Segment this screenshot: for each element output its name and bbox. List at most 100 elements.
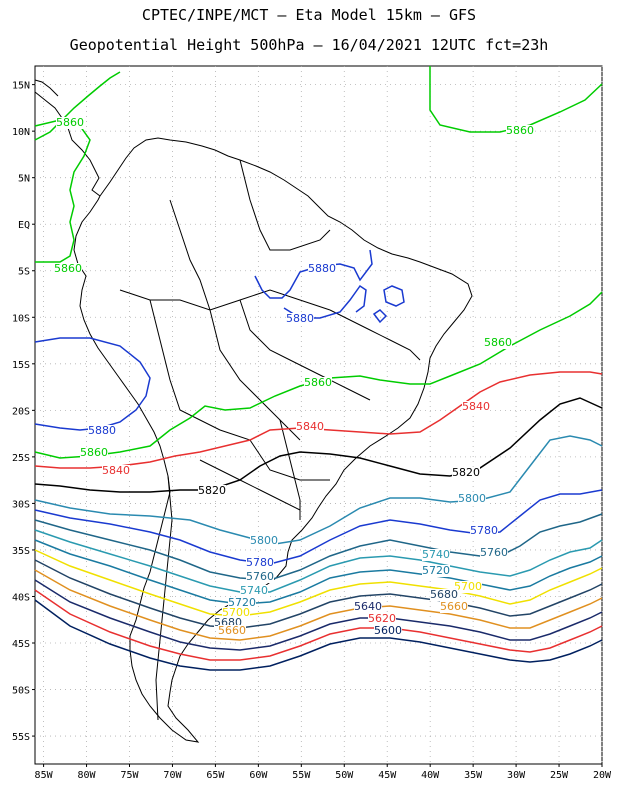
- lat-tick-label: 40S: [12, 592, 30, 603]
- lon-tick-label: 20W: [593, 770, 612, 781]
- caribbean-coast: [99, 137, 241, 197]
- contour-label-5860: 5860: [304, 376, 332, 389]
- lon-tick-label: 50W: [335, 770, 354, 781]
- contour-5800: [34, 435, 603, 545]
- contour-label-bg: [296, 421, 324, 433]
- contour-label-5700: 5700: [454, 580, 482, 593]
- coastline-central-america: [34, 91, 101, 197]
- contour-label-bg: [218, 625, 246, 637]
- chart-title-line2: Geopotential Height 500hPa – 16/04/2021 …: [69, 36, 549, 54]
- contour-label-bg: [470, 525, 498, 537]
- contour-label-5860: 5860: [506, 124, 534, 137]
- latitude-tick-labels: 15N 10N 5N EQ 5S 10S 15S 20S 25S 30S 35S 40S 45S 50S 5…: [12, 81, 35, 743]
- contour-label-bg: [506, 125, 534, 137]
- contour-label-5720: 5720: [422, 564, 450, 577]
- lon-tick-label: 85W: [35, 770, 54, 781]
- contour-label-bg: [240, 585, 268, 597]
- contour-label-5760: 5760: [480, 546, 508, 559]
- contour-label-5720: 5720: [228, 596, 256, 609]
- contour-5780: [34, 489, 603, 565]
- contour-label-bg: [304, 377, 332, 389]
- lat-tick-label: 25S: [12, 453, 30, 464]
- contour-label-bg: [430, 589, 458, 601]
- contour-label-bg: [222, 607, 250, 619]
- contour-5880-small: [372, 309, 388, 324]
- contour-label-bg: [454, 581, 482, 593]
- contour-label-5640: 5640: [354, 600, 382, 613]
- contour-label-5880: 5880: [88, 424, 116, 437]
- lat-tick-label: 5S: [18, 267, 30, 278]
- contour-label-bg: [250, 535, 278, 547]
- contour-label-bg: [246, 571, 274, 583]
- contour-5600: [34, 599, 603, 671]
- contour-label-5680: 5680: [430, 588, 458, 601]
- border-interior-6: [239, 159, 331, 251]
- contour-label-5800: 5800: [250, 534, 278, 547]
- contour-label-5820: 5820: [452, 466, 480, 479]
- border-interior-3: [209, 309, 301, 441]
- contour-label-bg: [246, 557, 274, 569]
- lon-tick-label: 75W: [120, 770, 139, 781]
- border-chile-argentina: [155, 475, 173, 721]
- contour-label-5780: 5780: [246, 556, 274, 569]
- lat-tick-label: 15S: [12, 360, 30, 371]
- lon-tick-label: 80W: [78, 770, 97, 781]
- contour-label-5600: 5600: [374, 624, 402, 637]
- contour-label-5740: 5740: [422, 548, 450, 561]
- contour-label-5840: 5840: [102, 464, 130, 477]
- contour-label-5780: 5780: [470, 524, 498, 537]
- contour-label-bg: [462, 401, 490, 413]
- contour-5680: [34, 559, 603, 629]
- contour-label-5800: 5800: [458, 492, 486, 505]
- contour-5620: [34, 589, 603, 661]
- lat-tick-label: 5N: [18, 174, 30, 185]
- contour-label-bg: [422, 565, 450, 577]
- contour-label-bg: [308, 263, 336, 275]
- contour-label-5620: 5620: [368, 612, 396, 625]
- contour-label-5660: 5660: [218, 624, 246, 637]
- contour-label-bg: [458, 493, 486, 505]
- contour-label-bg: [354, 601, 382, 613]
- lon-tick-label: 60W: [249, 770, 268, 781]
- lon-tick-label: 55W: [292, 770, 311, 781]
- contour-label-5860: 5860: [80, 446, 108, 459]
- lat-tick-label: 45S: [12, 639, 30, 650]
- contour-label-bg: [228, 597, 256, 609]
- lat-tick-label: 50S: [12, 686, 30, 697]
- lon-tick-label: 40W: [421, 770, 440, 781]
- lon-tick-label: 65W: [206, 770, 225, 781]
- border-interior-2: [149, 299, 330, 481]
- contour-label-bg: [286, 313, 314, 325]
- lat-tick-label: 55S: [12, 732, 30, 743]
- contour-label-5760: 5760: [246, 570, 274, 583]
- contour-label-5860: 5860: [54, 262, 82, 275]
- lat-tick-label: EQ: [18, 220, 30, 231]
- contour-label-bg: [198, 485, 226, 497]
- contour-5880-ne: [383, 285, 405, 307]
- lat-tick-label: 30S: [12, 499, 30, 510]
- longitude-tick-labels: 85W 80W 75W 70W 65W 60W 55W 50W 45W 40W 35W 30W 25W 2…: [35, 764, 612, 781]
- border-interior-4: [239, 299, 371, 401]
- contour-label-5880: 5880: [286, 312, 314, 325]
- lon-tick-label: 45W: [378, 770, 397, 781]
- lat-tick-label: 10S: [12, 313, 30, 324]
- contour-label-bg: [102, 465, 130, 477]
- lon-tick-label: 25W: [550, 770, 569, 781]
- contour-label-bg: [480, 547, 508, 559]
- lon-tick-label: 30W: [507, 770, 526, 781]
- contour-5760: [34, 513, 603, 581]
- contour-label-5840: 5840: [462, 400, 490, 413]
- contour-label-5860: 5860: [484, 336, 512, 349]
- contour-label-bg: [54, 263, 82, 275]
- contour-5700: [34, 549, 603, 617]
- contour-label-5660: 5660: [440, 600, 468, 613]
- border-interior-5: [169, 199, 211, 311]
- contour-5740: [34, 529, 603, 593]
- contour-label-bg: [80, 447, 108, 459]
- lat-tick-label: 35S: [12, 546, 30, 557]
- contour-5880-west: [34, 337, 151, 431]
- contour-label-bg: [452, 467, 480, 479]
- lon-tick-label: 70W: [163, 770, 182, 781]
- contour-label-bg: [374, 625, 402, 637]
